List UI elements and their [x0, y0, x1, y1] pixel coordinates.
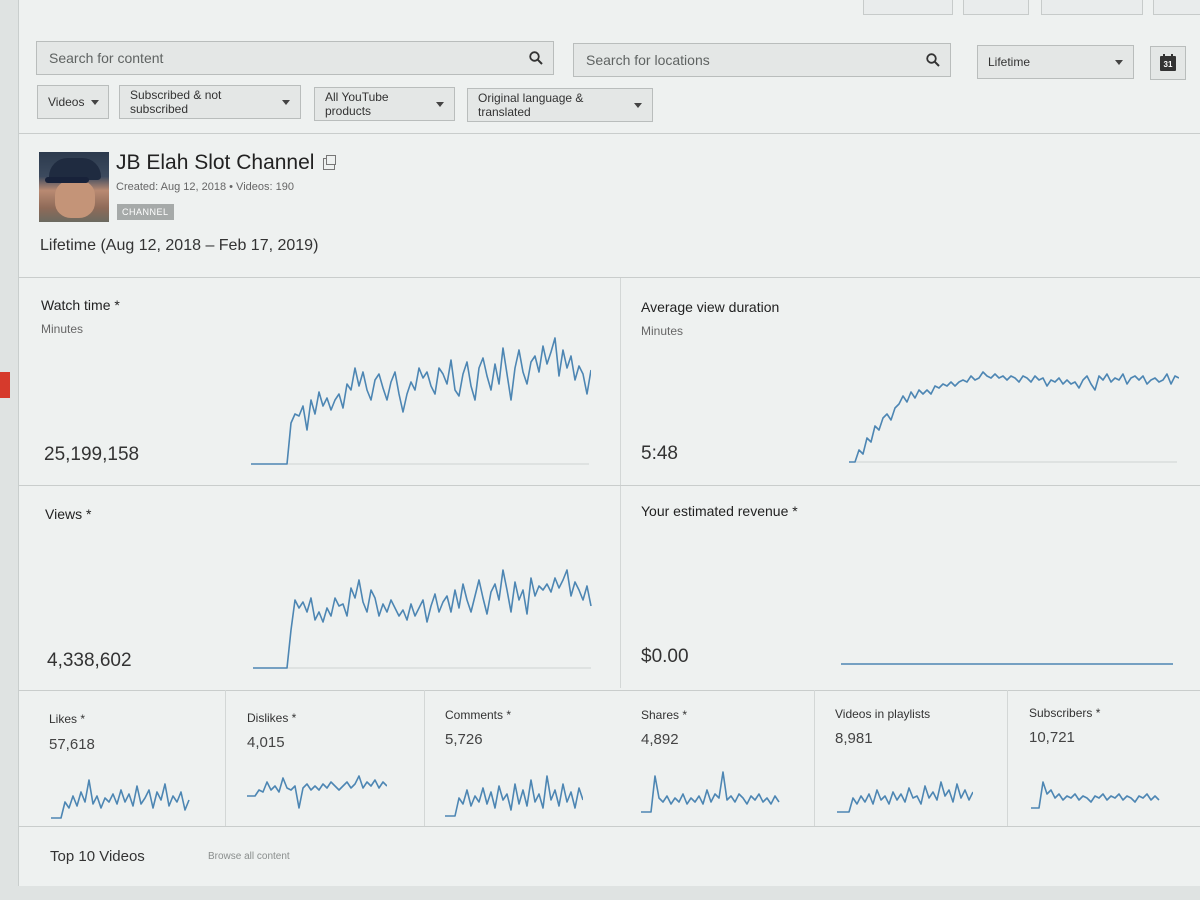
dislikes-chart[interactable]	[247, 768, 387, 814]
metrics-top-divider	[19, 277, 1200, 278]
comments-line	[445, 775, 583, 817]
cap-shape	[49, 158, 101, 180]
small-metrics-divider-2	[424, 690, 425, 826]
views-line	[253, 569, 592, 669]
filter-language-dropdown[interactable]: Original language & translated	[467, 88, 653, 122]
chevron-down-icon	[1115, 59, 1123, 65]
dislikes-line	[247, 775, 387, 809]
search-locations-input[interactable]	[584, 51, 926, 69]
small-metrics-divider-4	[814, 690, 815, 826]
likes-value: 57,618	[49, 736, 95, 753]
revenue-value: $0.00	[641, 646, 689, 667]
shares-value: 4,892	[641, 731, 679, 748]
filter-videos-label: Videos	[48, 95, 85, 109]
search-locations-field[interactable]	[573, 43, 951, 77]
channel-meta: Created: Aug 12, 2018 • Videos: 190	[116, 181, 294, 193]
likes-chart[interactable]	[51, 772, 191, 824]
videos-in-playlists-line	[837, 781, 973, 813]
comments-title: Comments *	[445, 708, 512, 722]
search-content-input[interactable]	[47, 49, 529, 67]
videos-in-playlists-value: 8,981	[835, 730, 873, 747]
dislikes-title: Dislikes *	[247, 711, 297, 725]
search-icon[interactable]	[926, 53, 940, 67]
watch-time-title: Watch time *	[41, 297, 120, 313]
watch-time-unit: Minutes	[41, 322, 84, 336]
channel-name[interactable]: JB Elah Slot Channel	[116, 151, 315, 174]
small-metrics-top-divider	[19, 690, 1200, 691]
top-videos-title: Top 10 Videos	[50, 848, 145, 865]
avg-duration-line	[849, 371, 1179, 463]
red-marker	[0, 372, 10, 398]
subscribers-line	[1031, 781, 1160, 809]
search-content-field[interactable]	[36, 41, 554, 75]
chevron-down-icon	[436, 101, 444, 107]
revenue-chart[interactable]	[841, 656, 1173, 670]
revenue-title: Your estimated revenue *	[641, 503, 798, 519]
likes-title: Likes *	[49, 712, 86, 726]
date-range: Lifetime (Aug 12, 2018 – Feb 17, 2019)	[40, 237, 319, 254]
subscribers-title: Subscribers *	[1029, 706, 1101, 720]
small-metrics-divider-1	[225, 690, 226, 826]
shares-title: Shares *	[641, 708, 688, 722]
comments-chart[interactable]	[445, 770, 583, 820]
small-metrics-divider-5	[1007, 690, 1008, 826]
filter-subscription-dropdown[interactable]: Subscribed & not subscribed	[119, 85, 301, 119]
analytics-screen: Lifetime 31 Videos Subscribed & not subs…	[18, 0, 1200, 886]
videos-in-playlists-title: Videos in playlists	[835, 707, 931, 721]
external-link-icon[interactable]	[323, 155, 336, 170]
subscribers-chart[interactable]	[1031, 768, 1161, 812]
avg-duration-title: Average view duration	[641, 299, 780, 315]
filter-videos-dropdown[interactable]: Videos	[37, 85, 109, 119]
likes-line	[51, 779, 190, 819]
face-shape	[55, 180, 95, 218]
subscribers-value: 10,721	[1029, 729, 1075, 746]
watch-time-line	[251, 337, 591, 465]
filter-subscription-label: Subscribed & not subscribed	[130, 88, 222, 116]
chevron-down-icon	[634, 102, 642, 108]
metrics-vertical-divider	[620, 278, 621, 688]
avg-duration-unit: Minutes	[641, 324, 684, 338]
top-toolbar-edge	[19, 0, 1200, 16]
channel-badge: CHANNEL	[117, 204, 174, 220]
period-select-value: Lifetime	[988, 55, 1031, 69]
cap-brim-shape	[45, 177, 89, 183]
dislikes-value: 4,015	[247, 734, 285, 751]
filter-language-label: Original language & translated	[478, 91, 584, 119]
avatar[interactable]	[39, 152, 109, 222]
comments-value: 5,726	[445, 731, 483, 748]
calendar-button[interactable]: 31	[1150, 46, 1186, 80]
views-title: Views *	[45, 506, 92, 522]
filter-products-dropdown[interactable]: All YouTube products	[314, 87, 455, 121]
filter-products-label: All YouTube products	[325, 90, 389, 118]
top-videos-divider	[19, 826, 1200, 827]
browse-all-content-link[interactable]: Browse all content	[208, 851, 290, 862]
period-select[interactable]: Lifetime	[977, 45, 1134, 79]
search-icon[interactable]	[529, 51, 543, 65]
views-value: 4,338,602	[47, 650, 132, 671]
views-chart[interactable]	[253, 560, 593, 672]
shares-chart[interactable]	[641, 768, 781, 816]
chevron-down-icon	[282, 99, 290, 105]
metrics-middle-divider	[19, 485, 1200, 486]
chevron-down-icon	[91, 99, 100, 105]
calendar-icon: 31	[1160, 53, 1176, 71]
header-divider	[19, 133, 1200, 134]
videos-in-playlists-chart[interactable]	[837, 770, 973, 816]
watch-time-value: 25,199,158	[44, 444, 140, 465]
calendar-day: 31	[1163, 59, 1173, 69]
avg-duration-value: 5:48	[641, 443, 678, 464]
watch-time-chart[interactable]	[251, 328, 591, 468]
avg-duration-chart[interactable]	[849, 362, 1179, 466]
shares-line	[641, 771, 780, 813]
